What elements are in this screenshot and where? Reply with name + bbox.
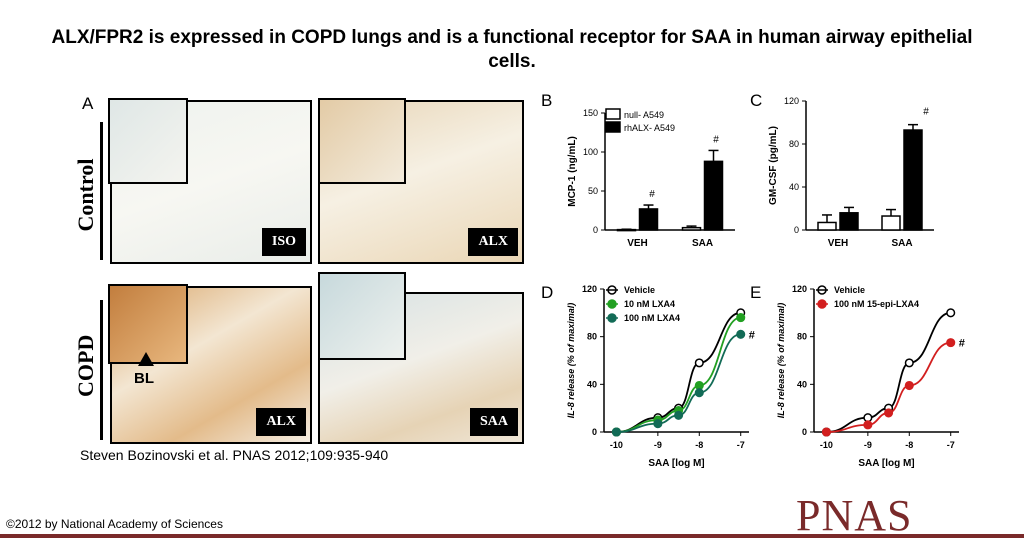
x-tick-label: -8	[905, 440, 913, 450]
y-tick-label: 0	[593, 225, 598, 235]
y-axis-label: MCP-1 (ng/mL)	[567, 136, 578, 207]
significance-mark: #	[959, 338, 965, 350]
y-tick-label: 120	[792, 284, 807, 294]
data-point	[694, 388, 704, 398]
panel-label-b: B	[541, 91, 552, 110]
bar	[681, 226, 702, 231]
chart-b: 0 50 100 150 MCP-1 (ng/mL) VEH SAA null- A549 rh…	[567, 108, 735, 249]
legend-label: Vehicle	[624, 285, 655, 295]
x-tick-label: -7	[737, 440, 745, 450]
series-line	[826, 341, 951, 433]
x-tick-label: -10	[610, 440, 623, 450]
chart-e: 0 40 80 120 -10 -9 -8 -7 SAA [log M] IL-8 release…	[776, 284, 965, 469]
panel-label-c: C	[750, 91, 762, 110]
inset-control-iso	[108, 98, 188, 184]
copyright: ©2012 by National Academy of Sciences	[6, 517, 223, 531]
x-tick-label: VEH	[627, 238, 648, 249]
y-tick-label: 0	[794, 225, 799, 235]
bar	[881, 215, 901, 231]
y-tick-label: 0	[802, 427, 807, 437]
bl-arrow-icon	[138, 352, 154, 366]
inset-control-alx	[318, 98, 406, 184]
bar	[703, 160, 724, 231]
panel-label-a: A	[82, 94, 94, 113]
panel-label-d: D	[541, 283, 553, 302]
data-point	[884, 408, 894, 418]
control-bracket	[100, 122, 103, 260]
y-tick-label: 80	[789, 139, 799, 149]
data-point	[904, 380, 914, 391]
data-point	[736, 329, 746, 339]
chart-c: 0 40 80 120 GM-CSF (pg/mL) VEH SAA #	[768, 96, 934, 249]
bar	[839, 212, 859, 231]
x-axis-label: SAA [log M]	[648, 458, 704, 469]
significance-mark: #	[749, 329, 755, 341]
data-point	[821, 427, 831, 437]
pnas-logo: PNAS	[796, 491, 913, 540]
data-point	[946, 338, 956, 348]
legend-label: Vehicle	[834, 285, 865, 295]
data-point	[863, 420, 873, 430]
x-tick-label: -9	[864, 440, 872, 450]
y-axis-label: IL-8 release (% of maximal)	[776, 303, 786, 419]
data-point	[694, 358, 704, 368]
y-tick-label: 80	[587, 332, 597, 342]
tag-alx-control: ALX	[468, 228, 518, 256]
legend-swatch	[605, 108, 621, 120]
data-point	[653, 419, 663, 429]
inset-copd-alx	[108, 284, 188, 364]
x-tick-label: SAA	[891, 238, 912, 249]
legend-label: 100 nM 15-epi-LXA4	[834, 299, 919, 309]
x-tick-label: -8	[695, 440, 703, 450]
legend-label: rhALX- A549	[624, 123, 675, 133]
y-axis-label: IL-8 release (% of maximal)	[566, 303, 576, 419]
significance-mark: #	[923, 107, 929, 118]
data-point	[736, 313, 746, 323]
significance-mark: #	[713, 134, 719, 145]
y-tick-label: 120	[784, 96, 799, 106]
y-tick-label: 100	[583, 147, 598, 157]
y-tick-label: 50	[588, 186, 598, 196]
bar	[903, 129, 923, 231]
x-axis-label: SAA [log M]	[858, 458, 914, 469]
y-tick-label: 40	[789, 182, 799, 192]
y-tick-label: 80	[797, 332, 807, 342]
x-tick-label: -9	[654, 440, 662, 450]
legend-label: null- A549	[624, 110, 664, 120]
y-tick-label: 120	[582, 284, 597, 294]
data-point	[611, 427, 621, 437]
data-point	[946, 308, 956, 318]
legend-label: 100 nM LXA4	[624, 313, 680, 323]
y-tick-label: 40	[797, 379, 807, 389]
significance-mark: #	[649, 189, 655, 200]
y-tick-label: 0	[592, 427, 597, 437]
data-point	[904, 358, 914, 368]
bl-label: BL	[134, 370, 154, 387]
y-tick-label: 40	[587, 379, 597, 389]
citation: Steven Bozinovski et al. PNAS 2012;109:9…	[80, 447, 389, 463]
bar	[817, 221, 837, 231]
chart-d: 0 40 80 120 -10 -9 -8 -7 SAA [log M] IL-8 release…	[566, 284, 755, 469]
legend-label: 10 nM LXA4	[624, 299, 675, 309]
y-axis-label: GM-CSF (pg/mL)	[768, 126, 779, 205]
y-tick-label: 150	[583, 108, 598, 118]
inset-copd-saa	[318, 272, 406, 360]
footer-rule	[0, 534, 1024, 538]
legend-swatch	[605, 121, 621, 133]
tag-saa: SAA	[469, 408, 518, 436]
x-tick-label: VEH	[828, 238, 849, 249]
slide-title: ALX/FPR2 is expressed in COPD lungs and …	[51, 27, 973, 72]
tag-iso: ISO	[261, 228, 306, 256]
data-point	[674, 410, 684, 420]
tag-alx-copd: ALX	[256, 408, 306, 436]
x-tick-label: -7	[947, 440, 955, 450]
panel-label-e: E	[750, 283, 761, 302]
x-tick-label: SAA	[692, 238, 713, 249]
x-tick-label: -10	[820, 440, 833, 450]
copd-bracket	[100, 300, 103, 440]
bar	[638, 208, 659, 231]
